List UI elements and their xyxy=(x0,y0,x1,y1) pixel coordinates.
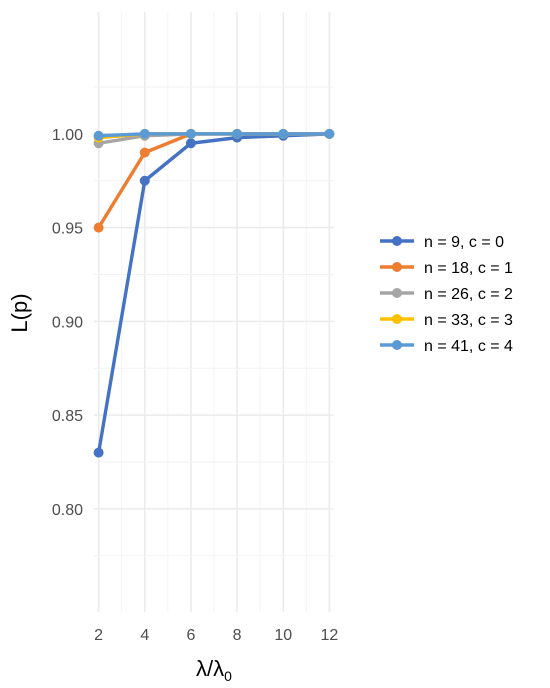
y-tick-label: 0.90 xyxy=(52,314,83,331)
x-axis-title-main: λ/λ xyxy=(196,656,224,681)
y-tick-label: 0.80 xyxy=(52,502,83,519)
x-tick-label: 12 xyxy=(320,627,338,644)
legend-label: n = 33, c = 3 xyxy=(424,312,513,329)
x-tick-label: 6 xyxy=(186,627,195,644)
x-tick-label: 2 xyxy=(94,627,103,644)
series-point xyxy=(139,147,150,158)
series-point xyxy=(324,128,335,139)
x-axis-title: λ/λ0 xyxy=(196,656,232,684)
legend-key-point xyxy=(392,288,402,298)
series-point xyxy=(185,128,196,139)
y-tick-label: 0.95 xyxy=(52,221,83,238)
series-layer xyxy=(93,128,335,458)
x-tick-label: 10 xyxy=(274,627,292,644)
series-line xyxy=(96,132,332,138)
series-point xyxy=(93,447,104,458)
x-tick-label: 8 xyxy=(233,627,242,644)
legend-label: n = 18, c = 1 xyxy=(424,260,513,277)
legend-label: n = 26, c = 2 xyxy=(424,286,513,303)
y-tick-label: 0.85 xyxy=(52,408,83,425)
legend-key-point xyxy=(392,236,402,246)
series-point xyxy=(139,175,150,186)
legend-label: n = 9, c = 0 xyxy=(424,234,504,251)
series-point xyxy=(185,138,196,149)
legend-label: n = 41, c = 4 xyxy=(424,338,513,355)
y-axis-title: L(p) xyxy=(7,293,32,332)
legend-key-point xyxy=(392,262,402,272)
legend-key-point xyxy=(392,340,402,350)
grid xyxy=(94,12,334,612)
tick-labels: 2 4 6 8 10 12 0.80 0.85 0.90 0.95 1.00 xyxy=(52,127,339,644)
legend: n = 9, c = 0 n = 18, c = 1 n = 26, c = 2 n … xyxy=(380,234,513,355)
x-axis-title-subscript: 0 xyxy=(224,668,232,684)
x-tick-label: 4 xyxy=(140,627,149,644)
series-point xyxy=(93,222,104,233)
series-point xyxy=(93,130,104,141)
series-point xyxy=(232,128,243,139)
series-point xyxy=(139,128,150,139)
y-tick-label: 1.00 xyxy=(52,127,83,144)
series-point xyxy=(278,128,289,139)
legend-key-point xyxy=(392,314,402,324)
